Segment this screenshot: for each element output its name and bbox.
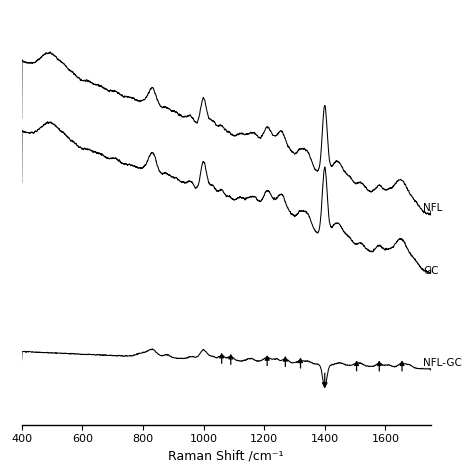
Text: NFL-GC: NFL-GC bbox=[423, 358, 462, 368]
X-axis label: Raman Shift /cm⁻¹: Raman Shift /cm⁻¹ bbox=[168, 450, 284, 463]
Text: NFL: NFL bbox=[423, 203, 443, 213]
Text: GC: GC bbox=[423, 266, 439, 276]
